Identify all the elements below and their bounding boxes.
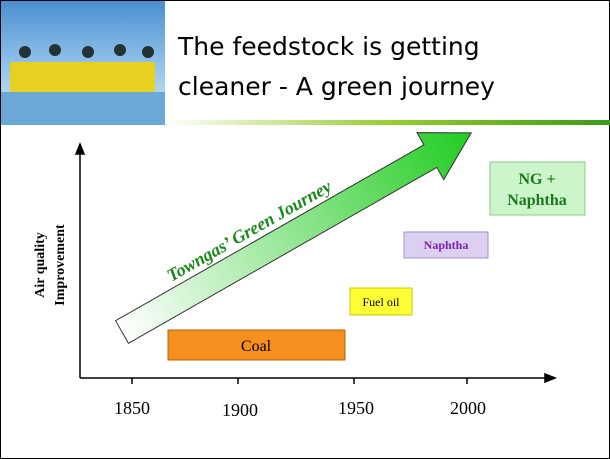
x-axis-label: 2000: [450, 398, 486, 418]
x-axis-label: 1950: [338, 398, 374, 418]
title-line: cleaner - A green journey: [178, 72, 495, 101]
box-coal: Coal: [167, 329, 346, 361]
y-axis-label: Air quality: [33, 232, 48, 297]
journey-arrow: [114, 132, 473, 344]
box-label: Fuel oil: [362, 295, 400, 309]
box-label: Naphtha: [507, 192, 567, 209]
box-label: NG +: [518, 171, 555, 188]
header-photo: [1, 1, 165, 125]
box-label: Coal: [241, 338, 272, 355]
title-rule: [165, 120, 610, 125]
y-axis-label: Improvement: [53, 224, 68, 306]
box-fuel-oil: Fuel oil: [349, 287, 413, 316]
x-axis-label: 1900: [222, 400, 258, 420]
box-naphtha: Naphtha: [403, 231, 489, 259]
x-axis-label: 1850: [114, 398, 150, 418]
title-line: The feedstock is getting: [177, 32, 480, 61]
box-ng-naphtha: NG + Naphtha: [489, 161, 586, 216]
axes: [74, 141, 558, 384]
box-label: Naphtha: [424, 238, 469, 252]
